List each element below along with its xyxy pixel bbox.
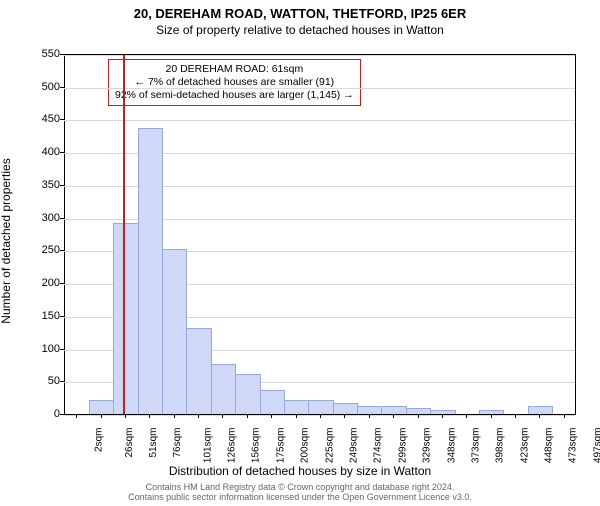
y-tick-label: 300 — [20, 212, 60, 224]
y-tick — [60, 250, 64, 251]
histogram-bar — [138, 128, 163, 414]
histogram-bar — [284, 400, 309, 414]
y-tick-label: 100 — [20, 343, 60, 355]
y-tick-label: 550 — [20, 48, 60, 60]
x-tick-label: 2sqm — [94, 428, 105, 452]
y-tick — [60, 54, 64, 55]
x-tick-label: 299sqm — [397, 428, 408, 464]
y-tick — [60, 414, 64, 415]
y-tick-label: 150 — [20, 310, 60, 322]
histogram-bar — [89, 400, 114, 414]
y-tick-label: 500 — [20, 81, 60, 93]
y-tick-label: 400 — [20, 146, 60, 158]
footer-line-1: Contains HM Land Registry data © Crown c… — [0, 482, 600, 492]
x-tick-label: 249sqm — [349, 428, 360, 464]
chart-main-title: 20, DEREHAM ROAD, WATTON, THETFORD, IP25… — [0, 6, 600, 21]
x-tick — [320, 414, 321, 418]
y-tick — [60, 152, 64, 153]
y-tick-label: 50 — [20, 375, 60, 387]
histogram-bar — [113, 223, 138, 414]
x-tick — [344, 414, 345, 418]
x-tick — [101, 414, 102, 418]
histogram-bar — [235, 374, 260, 414]
x-tick — [539, 414, 540, 418]
annotation-callout: 20 DEREHAM ROAD: 61sqm ← 7% of detached … — [108, 59, 361, 106]
chart-footer: Contains HM Land Registry data © Crown c… — [0, 482, 600, 502]
x-tick — [466, 414, 467, 418]
y-axis-label: Number of detached properties — [0, 158, 13, 323]
x-tick — [369, 414, 370, 418]
x-tick-label: 200sqm — [300, 428, 311, 464]
x-tick-label: 274sqm — [373, 428, 384, 464]
histogram-bar — [357, 406, 382, 414]
histogram-bar — [260, 390, 285, 414]
x-tick-label: 51sqm — [148, 428, 159, 458]
y-tick-label: 250 — [20, 244, 60, 256]
x-tick — [271, 414, 272, 418]
property-marker-line — [123, 55, 125, 414]
x-tick-label: 76sqm — [172, 428, 183, 458]
x-tick-label: 225sqm — [324, 428, 335, 464]
x-tick-label: 329sqm — [422, 428, 433, 464]
y-tick — [60, 218, 64, 219]
histogram-bar — [211, 364, 236, 414]
annotation-line-1: 20 DEREHAM ROAD: 61sqm — [115, 63, 354, 76]
histogram-bar — [186, 328, 211, 414]
histogram-bar — [308, 400, 333, 414]
x-tick-label: 423sqm — [519, 428, 530, 464]
y-tick — [60, 381, 64, 382]
x-tick — [222, 414, 223, 418]
x-tick-label: 448sqm — [544, 428, 555, 464]
histogram-bar — [528, 406, 553, 414]
y-tick — [60, 119, 64, 120]
x-tick — [393, 414, 394, 418]
y-tick-label: 350 — [20, 179, 60, 191]
plot-area: 20 DEREHAM ROAD: 61sqm ← 7% of detached … — [64, 54, 576, 414]
x-tick — [247, 414, 248, 418]
gridline — [64, 55, 575, 56]
x-tick — [76, 414, 77, 418]
y-tick — [60, 87, 64, 88]
x-tick — [515, 414, 516, 418]
x-tick — [296, 414, 297, 418]
x-tick — [442, 414, 443, 418]
gridline — [64, 88, 575, 89]
x-tick-label: 156sqm — [251, 428, 262, 464]
x-tick-label: 473sqm — [568, 428, 579, 464]
x-tick — [491, 414, 492, 418]
x-tick — [125, 414, 126, 418]
y-tick — [60, 185, 64, 186]
annotation-line-3: 92% of semi-detached houses are larger (… — [115, 89, 354, 102]
x-tick — [174, 414, 175, 418]
x-axis-label: Distribution of detached houses by size … — [0, 464, 600, 478]
x-tick-label: 373sqm — [470, 428, 481, 464]
x-tick-label: 26sqm — [124, 428, 135, 458]
x-tick-label: 175sqm — [275, 428, 286, 464]
x-tick — [564, 414, 565, 418]
x-tick — [198, 414, 199, 418]
x-tick-label: 398sqm — [495, 428, 506, 464]
gridline — [64, 120, 575, 121]
x-tick — [149, 414, 150, 418]
y-tick — [60, 283, 64, 284]
histogram-bar — [162, 249, 187, 414]
y-tick — [60, 349, 64, 350]
histogram-bar — [381, 406, 406, 414]
x-tick-label: 101sqm — [202, 428, 213, 464]
y-tick — [60, 316, 64, 317]
chart-sub-title: Size of property relative to detached ho… — [0, 23, 600, 37]
y-tick-label: 450 — [20, 113, 60, 125]
x-tick-label: 497sqm — [592, 428, 600, 464]
histogram-bar — [333, 403, 358, 414]
y-tick-label: 200 — [20, 277, 60, 289]
y-tick-label: 0 — [20, 408, 60, 420]
x-tick-label: 348sqm — [446, 428, 457, 464]
x-tick — [418, 414, 419, 418]
footer-line-2: Contains public sector information licen… — [0, 492, 600, 502]
x-tick-label: 126sqm — [227, 428, 238, 464]
